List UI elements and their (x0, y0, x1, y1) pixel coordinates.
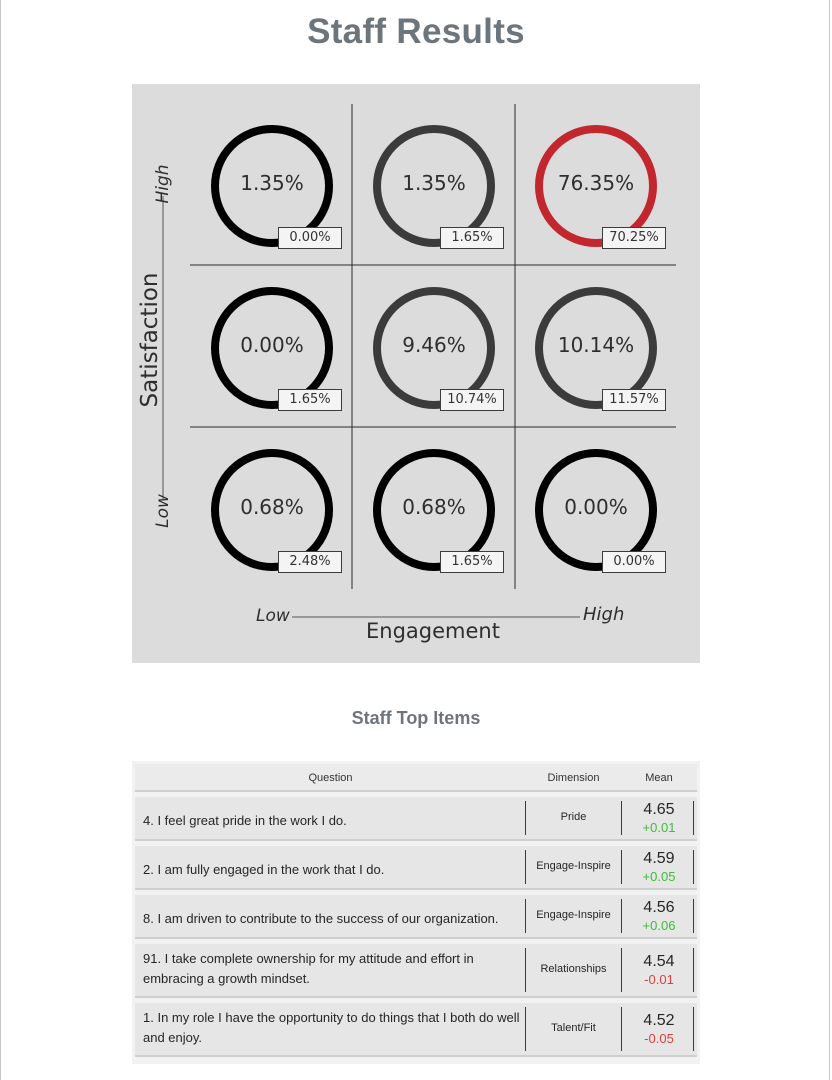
cell-percent: 10.14% (557, 333, 635, 357)
header-mean: Mean (645, 772, 673, 784)
cell-percent: 9.46% (402, 333, 466, 357)
y-axis-label: Satisfaction (137, 272, 163, 408)
column-divider (525, 948, 526, 992)
cell-ring-2 (373, 125, 495, 247)
cell-percent: 0.68% (402, 495, 466, 519)
column-divider (693, 899, 694, 933)
cell-ring-4 (211, 287, 333, 409)
question-text: 91. I take complete ownership for my att… (143, 951, 474, 986)
table-row: 91. I take complete ownership for my att… (135, 944, 697, 998)
cell-ring-5 (373, 287, 495, 409)
cell-ring-9 (535, 449, 657, 571)
header-question: Question (308, 772, 353, 784)
table-row: 1. In my role I have the opportunity to … (135, 1003, 697, 1057)
x-axis-high-label: High (583, 604, 625, 625)
column-divider (693, 948, 694, 992)
top-items-title: Staff Top Items (351, 708, 481, 728)
cell-percent: 1.35% (402, 171, 466, 195)
column-divider (621, 948, 622, 992)
column-divider (693, 850, 694, 884)
mean-value: 4.54 (643, 953, 675, 970)
column-divider (525, 801, 526, 835)
mean-delta: -0.05 (644, 1031, 674, 1046)
mean-value: 4.56 (643, 899, 675, 916)
page-title: Staff Results (307, 12, 525, 51)
column-divider (693, 801, 694, 835)
x-axis-label: Engagement (366, 619, 500, 643)
column-divider (693, 1007, 694, 1051)
column-divider (621, 899, 622, 933)
mean-value: 4.52 (643, 1012, 675, 1029)
mean-delta: +0.05 (642, 869, 676, 884)
table-header: Question Dimension Mean (135, 764, 697, 792)
column-divider (621, 801, 622, 835)
dimension-text: Engage-Inspire (536, 860, 611, 872)
mean-value: 4.59 (643, 850, 675, 867)
cell-percent: 0.00% (564, 495, 628, 519)
cell-secondary-percent: 10.74% (440, 389, 504, 411)
mean-value: 4.65 (643, 801, 675, 818)
cell-ring-8 (373, 449, 495, 571)
table-row: 2. I am fully engaged in the work that I… (135, 846, 697, 890)
table-row: 8. I am driven to contribute to the succ… (135, 895, 697, 939)
dimension-text: Relationships (540, 963, 607, 975)
cell-secondary-percent: 0.00% (278, 227, 342, 249)
dimension-text: Engage-Inspire (536, 909, 611, 921)
cell-ring-6 (535, 287, 657, 409)
cell-ring-1 (211, 125, 333, 247)
cell-percent: 1.35% (240, 171, 304, 195)
cell-percent: 76.35% (557, 171, 635, 195)
cell-secondary-percent: 1.65% (278, 389, 342, 411)
question-text: 8. I am driven to contribute to the succ… (143, 911, 499, 926)
dimension-text: Pride (560, 811, 587, 823)
table-row: 4. I feel great pride in the work I do. P… (135, 797, 697, 841)
cell-ring-7 (211, 449, 333, 571)
engagement-satisfaction-matrix: 1.35% 0.00% 1.35% 1.65% 76.35% 70.25% 0.00% 1.6… (132, 84, 700, 663)
cell-secondary-percent: 0.00% (602, 551, 666, 573)
cell-percent: 0.00% (240, 333, 304, 357)
column-divider (525, 1007, 526, 1051)
column-divider (525, 899, 526, 933)
y-axis-high-label: High (153, 164, 173, 204)
cell-secondary-percent: 2.48% (278, 551, 342, 573)
x-axis-low-label: Low (256, 606, 290, 626)
question-text: 2. I am fully engaged in the work that I… (143, 862, 385, 877)
cell-ring-3 (535, 125, 657, 247)
mean-delta: +0.01 (642, 820, 676, 835)
mean-delta: +0.06 (642, 918, 676, 933)
cell-percent: 0.68% (240, 495, 304, 519)
column-divider (525, 850, 526, 884)
cell-secondary-percent: 1.65% (440, 551, 504, 573)
cell-secondary-percent: 1.65% (440, 227, 504, 249)
question-text: 4. I feel great pride in the work I do. (143, 813, 347, 828)
column-divider (621, 850, 622, 884)
dimension-text: Talent/Fit (551, 1022, 596, 1034)
matrix-graphic (162, 104, 676, 618)
cell-secondary-percent: 70.25% (602, 227, 666, 249)
mean-delta: -0.01 (644, 972, 674, 987)
header-dimension: Dimension (547, 772, 600, 784)
question-text: 1. In my role I have the opportunity to … (143, 1010, 520, 1045)
cell-secondary-percent: 11.57% (602, 389, 666, 411)
y-axis-low-label: Low (153, 494, 173, 528)
top-items-table: Question Dimension Mean 4. I feel great … (132, 761, 700, 1064)
column-divider (621, 1007, 622, 1051)
